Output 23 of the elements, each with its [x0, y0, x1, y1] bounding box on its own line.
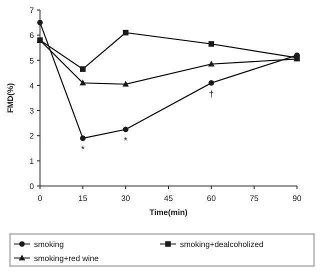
- x-axis-title: Time(min): [149, 208, 188, 217]
- y-tick-label: 2: [30, 132, 35, 141]
- y-tick-label: 7: [30, 6, 35, 15]
- annotation: *: [81, 144, 86, 154]
- legend-label: smoking+dealcoholized: [180, 240, 264, 249]
- legend-label: smoking+red wine: [34, 254, 100, 263]
- y-tick-label: 6: [30, 31, 35, 40]
- y-tick-label: 3: [30, 106, 35, 116]
- x-tick-label: 0: [38, 194, 43, 203]
- x-tick-label: 15: [78, 194, 88, 203]
- x-tick-label: 90: [292, 194, 302, 203]
- y-tick-label: 4: [30, 81, 35, 90]
- legend-label: smoking: [34, 240, 64, 249]
- y-tick-label: 1: [30, 156, 35, 166]
- x-tick-label: 30: [121, 194, 131, 203]
- x-tick-label: 60: [206, 194, 216, 203]
- annotation: *: [124, 135, 128, 146]
- x-tick-label: 45: [164, 194, 174, 203]
- y-tick-label: 0: [30, 182, 35, 191]
- x-tick-label: 75: [250, 194, 260, 203]
- y-axis-title: FMD(%): [6, 82, 15, 113]
- annotation: †: [208, 88, 214, 99]
- y-tick-label: 5: [30, 56, 35, 66]
